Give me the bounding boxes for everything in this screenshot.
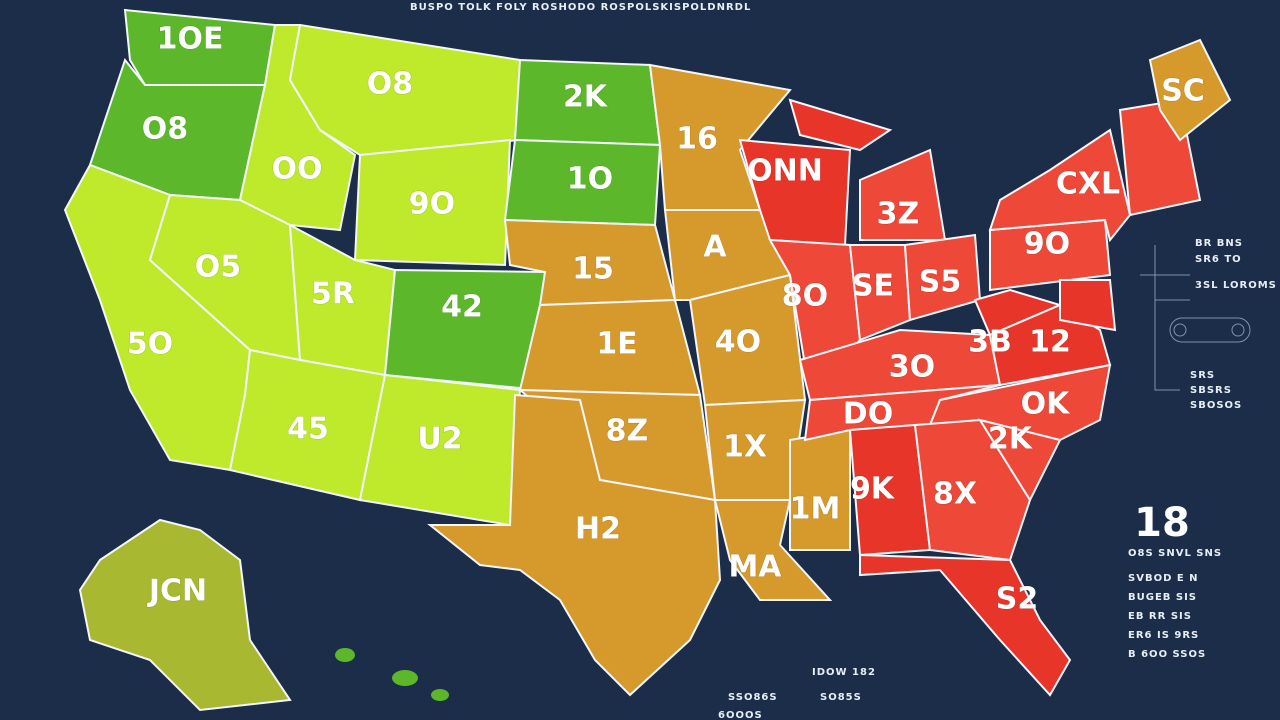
island: [392, 670, 418, 686]
legend-line: EB RR SIS: [1128, 611, 1192, 622]
state-label: OO: [271, 152, 322, 187]
state-shape: [977, 418, 1062, 503]
state-label: 42: [441, 290, 483, 325]
state-shape: [988, 128, 1132, 243]
state-label: ONN: [747, 154, 823, 189]
state-label: S2: [996, 582, 1038, 617]
legend-line: BUGEB SIS: [1128, 592, 1197, 603]
state-label: 8O: [782, 279, 828, 314]
state-label: DO: [843, 397, 893, 432]
state-label: 45: [287, 412, 329, 447]
state-label: SC: [1161, 74, 1205, 109]
legend-top-text: SBSRS: [1190, 385, 1232, 396]
state-label: O8: [367, 67, 413, 102]
state-label: U2: [417, 422, 462, 457]
state-label: 1M: [790, 492, 841, 527]
state-shape: [353, 138, 512, 267]
footer-text: SO85S: [820, 692, 862, 703]
state-shape: [78, 518, 292, 712]
legend-caption: O8S SNVL SNS: [1128, 548, 1222, 559]
island: [431, 689, 449, 701]
state-label: 3O: [889, 350, 935, 385]
state-label: MA: [728, 550, 782, 585]
legend-line: SVBOD E N: [1128, 573, 1199, 584]
state-label: S5: [919, 265, 961, 300]
state-label: CXL: [1056, 167, 1120, 202]
legend-value: 18: [1134, 500, 1190, 546]
footer-text: 6OOOS: [718, 710, 763, 720]
state-label: 3B: [968, 325, 1012, 360]
state-label: A: [703, 230, 727, 265]
state-label: 5O: [127, 327, 173, 362]
state-label: O5: [195, 250, 241, 285]
map-title: BUSPO TOLK FOLY ROSHODO ROSPOLSKISPOLDNR…: [410, 2, 751, 13]
state-shape: [1148, 38, 1232, 142]
state-label: 4O: [715, 325, 761, 360]
state-label: 15: [572, 252, 614, 287]
state-label: 9O: [1024, 227, 1070, 262]
state-label: SE: [852, 269, 894, 304]
state-label: 8X: [933, 477, 977, 512]
state-label: 9O: [409, 187, 455, 222]
legend-line: ER6 IS 9RS: [1128, 630, 1199, 641]
legend-line: B 6OO SSOS: [1128, 649, 1206, 660]
footer-text: IDOW 182: [812, 667, 876, 678]
state-label: 5R: [311, 277, 355, 312]
state-label: 8Z: [606, 414, 649, 449]
state-label: 1X: [723, 430, 767, 465]
footer-text: SSO86S: [728, 692, 778, 703]
state-label: 2K: [563, 80, 609, 115]
state-label: 16: [676, 122, 718, 157]
state-label: 1OE: [157, 22, 224, 57]
state-label: 12: [1029, 325, 1071, 360]
legend-lines: [1140, 245, 1251, 391]
state-shape: [988, 303, 1112, 387]
island: [335, 648, 355, 662]
state-shape: [788, 98, 893, 152]
state-label: 1E: [596, 327, 637, 362]
state-shape: [859, 553, 1072, 697]
legend-top-text: SBOSOS: [1190, 400, 1242, 411]
state-shape: [1059, 279, 1117, 332]
state-label: 1O: [567, 162, 613, 197]
state-shape: [383, 268, 547, 392]
legend-top-text: SRS: [1190, 370, 1215, 381]
state-label: 9K: [850, 472, 896, 507]
state-label: H2: [575, 512, 621, 547]
legend-top-text: 3SL LOROMS: [1195, 280, 1277, 291]
state-label: JCN: [147, 574, 207, 609]
state-shape: [789, 428, 851, 551]
legend-top-text: BR BNS: [1195, 238, 1243, 249]
state-label: OK: [1021, 387, 1072, 422]
state-label: 2K: [988, 422, 1034, 457]
legend-top-text: SR6 TO: [1195, 254, 1242, 265]
state-label: O8: [142, 112, 188, 147]
state-label: 3Z: [877, 197, 920, 232]
state-shape: [427, 393, 722, 697]
